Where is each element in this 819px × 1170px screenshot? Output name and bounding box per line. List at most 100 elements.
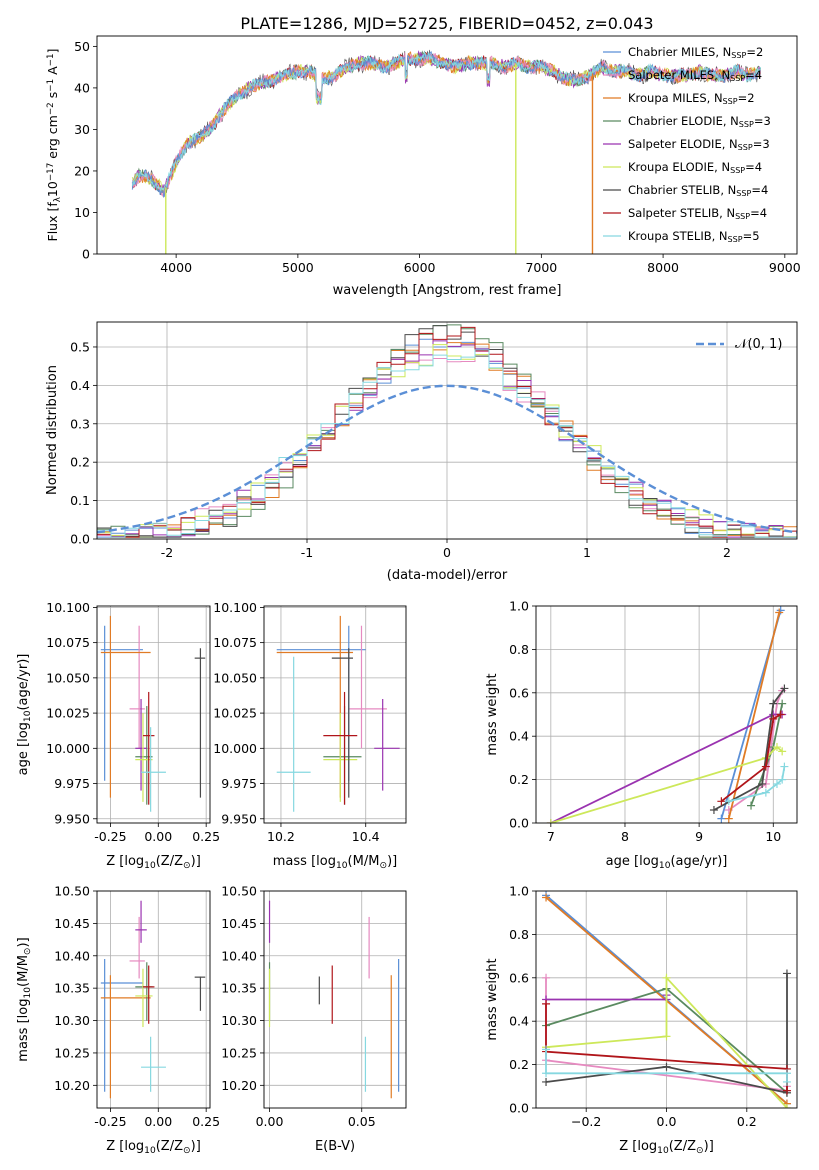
y-tick-label: 1.0: [509, 884, 529, 899]
weight-marker: [542, 1069, 551, 1078]
errorbar-point: [129, 625, 145, 749]
y-tick-label: 0.3: [70, 416, 90, 431]
y-tick-label: 0.5: [70, 339, 90, 354]
y-tick-label: 10.40: [221, 948, 257, 963]
errorbar-point: [194, 648, 206, 798]
weight-marker: [546, 819, 555, 823]
spectrum-legend: Chabrier MILES, NSSP=2 Salpeter MILES, NS…: [603, 45, 771, 244]
errorbar-point: [129, 916, 145, 979]
errorbar-point: [141, 727, 166, 812]
legend-entry: Chabrier MILES, NSSP=2: [628, 45, 763, 60]
x-axis-label: Z [log10(Z/Z⊙)]: [619, 1139, 714, 1156]
x-axis-label: E(B-V): [315, 1139, 355, 1154]
y-tick-label: 0.0: [509, 1101, 529, 1116]
x-tick-label: 1: [583, 545, 591, 560]
panel-mass-vs-Z: -0.25 0.00 0.25 10.20 10.25 10.30 10.35 10.40 10…: [16, 884, 220, 1156]
y-tick-label: 1.0: [509, 599, 529, 614]
x-tick-label: 0.00: [144, 829, 172, 844]
x-tick-label: -0.25: [94, 1114, 126, 1129]
errorbar-point: [276, 656, 311, 812]
y-tick-label: 10.20: [54, 1078, 90, 1093]
weight-marker: [542, 999, 551, 1008]
weight-line: [545, 975, 788, 1108]
legend-entry: Kroupa MILES, NSSP=2: [628, 91, 755, 106]
weight-marker: [542, 1045, 551, 1054]
y-tick-label: 10.35: [221, 981, 257, 996]
y-tick-label: 10: [74, 205, 90, 220]
y-tick-label: 10.25: [54, 1045, 90, 1060]
errorbar-point: [323, 691, 358, 805]
figure-title: PLATE=1286, MJD=52725, FIBERID=0452, z=0…: [240, 14, 653, 33]
histogram-salpeter-stelib: [97, 326, 797, 538]
x-axis-label: age [log10(age/yr)]: [606, 854, 728, 871]
y-tick-label: 0.0: [509, 816, 529, 831]
y-tick-label: 10.075: [213, 635, 257, 650]
legend-entry: Salpeter STELIB, NSSP=4: [628, 206, 767, 221]
axes-frame: [96, 605, 211, 824]
errorbar-point: [100, 959, 143, 1092]
axes-frame: [263, 605, 407, 824]
panel-weight-vs-Z: −0.2 0.0 0.2 0.0 0.2 0.4 0.6 0.8 1.0 Z [log10(Z/Z…: [485, 884, 798, 1156]
y-tick-label: 10.45: [54, 916, 90, 931]
legend-entry: Salpeter MILES, NSSP=4: [628, 68, 762, 83]
y-tick-label: 9.975: [221, 776, 257, 791]
y-tick-label: 9.950: [221, 811, 257, 826]
y-tick-label: 0.4: [70, 378, 90, 393]
y-tick-label: 10.025: [46, 706, 90, 721]
y-tick-label: 10.25: [221, 1045, 257, 1060]
y-tick-label: 10.050: [46, 670, 90, 685]
weight-marker: [542, 893, 551, 902]
panel-residuals: -2 -1 0 1 2 0.0 0.1 0.2 0.3 0.4 0.5 𝒩(0, 1) (data-mo…: [45, 321, 798, 583]
legend-entry: Chabrier ELODIE, NSSP=3: [628, 114, 771, 129]
x-tick-label: 0.2: [737, 1114, 757, 1129]
errorbar-point: [142, 691, 155, 805]
x-tick-label: 0.25: [192, 1114, 220, 1129]
x-tick-label: 9: [695, 829, 703, 844]
y-tick-label: 50: [74, 39, 90, 54]
weight-series-kroupa-stelib: [542, 1045, 791, 1086]
plot-area: [100, 615, 206, 812]
errorbar-point: [323, 713, 358, 802]
y-tick-label: 10.100: [213, 600, 257, 615]
y-tick-label: 10.35: [54, 981, 90, 996]
weight-marker: [717, 797, 726, 806]
y-tick-label: 10.45: [221, 916, 257, 931]
errorbar-point: [135, 706, 153, 805]
weight-marker: [717, 814, 726, 823]
panel-age-vs-Z: -0.25 0.00 0.25 9.950 9.975 10.000 10.025 10.05…: [16, 600, 220, 871]
histogram-salpeter-elodie: [97, 340, 797, 538]
plot-area: [276, 615, 400, 812]
weight-marker: [769, 714, 778, 723]
errorbar-point: [100, 975, 151, 1099]
plot-area: [546, 606, 789, 823]
weight-marker: [662, 973, 671, 982]
y-axis-label: mass weight: [485, 673, 500, 755]
x-tick-label: -0.25: [94, 829, 126, 844]
plot-area: [100, 900, 206, 1099]
x-tick-label: −0.2: [571, 1114, 601, 1129]
y-tick-label: 0.2: [509, 772, 529, 787]
errorbar-point: [141, 1036, 166, 1092]
x-axis-label: Z [log10(Z/Z⊙)]: [106, 854, 201, 871]
x-tick-label: 5000: [282, 260, 314, 275]
x-tick-label: 10.4: [352, 829, 380, 844]
axes-frame: [535, 605, 798, 824]
y-tick-label: 10.40: [54, 948, 90, 963]
weight-marker: [778, 775, 787, 784]
y-tick-label: 10.075: [46, 635, 90, 650]
weight-line: [545, 1049, 788, 1082]
y-tick-label: 10.025: [213, 706, 257, 721]
y-tick-label: 30: [74, 122, 90, 137]
y-tick-label: 10.50: [54, 884, 90, 899]
weight-marker: [542, 1077, 551, 1086]
y-tick-label: 10.20: [221, 1078, 257, 1093]
weight-marker: [782, 1069, 791, 1078]
y-tick-label: 0.8: [509, 927, 529, 942]
y-tick-label: 9.950: [54, 811, 90, 826]
x-tick-label: 7: [547, 829, 555, 844]
x-tick-label: 8: [621, 829, 629, 844]
plot-area: [542, 891, 791, 1108]
errorbar-point: [135, 900, 147, 943]
weight-line: [545, 973, 788, 1094]
axes-frame: [96, 35, 798, 255]
